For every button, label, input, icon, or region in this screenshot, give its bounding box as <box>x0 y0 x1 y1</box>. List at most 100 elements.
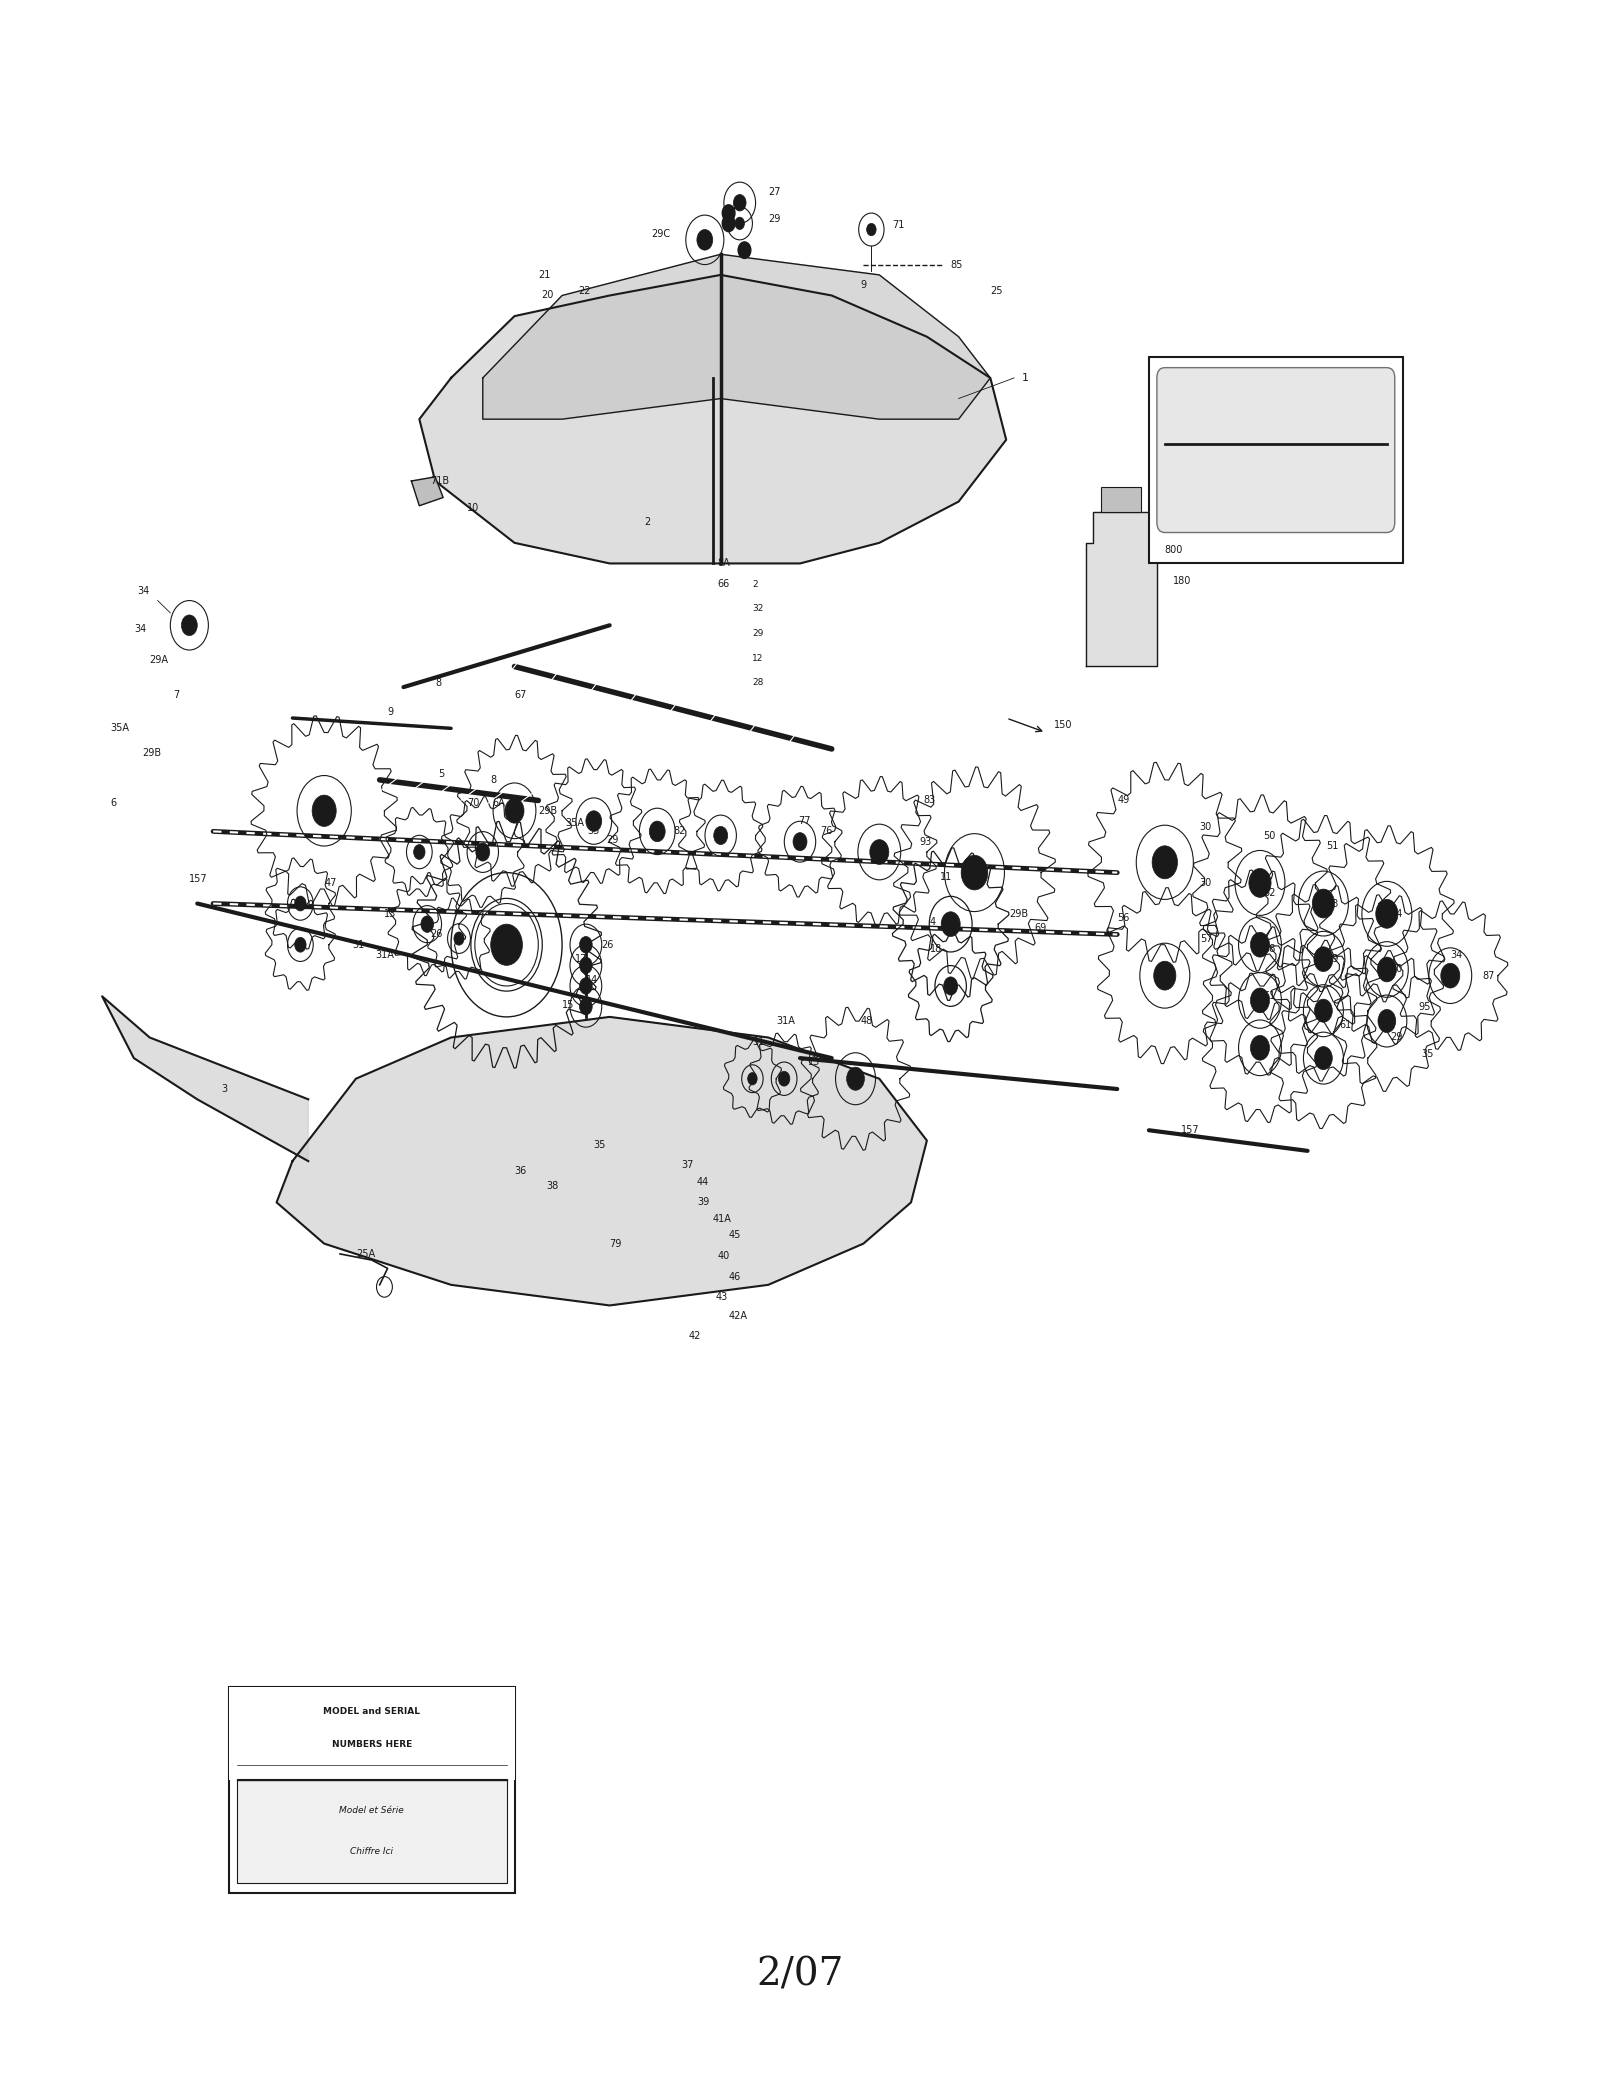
Circle shape <box>1250 869 1270 896</box>
Text: 61: 61 <box>1339 1021 1352 1029</box>
Circle shape <box>870 840 890 865</box>
Circle shape <box>779 1071 790 1085</box>
Text: 11: 11 <box>939 872 952 882</box>
Text: 12: 12 <box>752 654 763 662</box>
Text: 70: 70 <box>467 797 480 807</box>
Text: 42A: 42A <box>728 1311 747 1322</box>
Text: 18: 18 <box>930 944 942 954</box>
Text: Chiffre Ici: Chiffre Ici <box>350 1847 394 1857</box>
Text: 8A: 8A <box>717 558 730 569</box>
Circle shape <box>941 911 960 936</box>
Text: 50: 50 <box>1262 830 1275 840</box>
Text: 54: 54 <box>1390 909 1403 919</box>
Text: 6: 6 <box>110 797 117 807</box>
Circle shape <box>312 795 336 826</box>
Text: 29: 29 <box>752 629 763 637</box>
Text: 43: 43 <box>715 1293 728 1303</box>
Text: 38: 38 <box>546 1181 558 1191</box>
Circle shape <box>714 826 728 845</box>
Text: 27: 27 <box>768 187 781 197</box>
Text: 77: 77 <box>798 815 811 826</box>
Circle shape <box>1251 1035 1269 1060</box>
Text: 31: 31 <box>752 1038 765 1046</box>
Text: 30: 30 <box>1200 878 1211 888</box>
Bar <box>237 1780 507 1882</box>
Text: 29C: 29C <box>651 228 670 239</box>
Text: 9: 9 <box>387 708 394 716</box>
Text: 59: 59 <box>1326 954 1339 965</box>
Text: 93: 93 <box>918 836 931 847</box>
Circle shape <box>494 928 520 961</box>
Text: 25A: 25A <box>355 1249 374 1260</box>
Circle shape <box>1378 957 1397 981</box>
Text: 58: 58 <box>1262 944 1275 954</box>
Text: 57: 57 <box>1200 934 1213 944</box>
Text: 26: 26 <box>602 940 614 950</box>
Circle shape <box>1323 442 1334 456</box>
Circle shape <box>734 218 744 230</box>
Text: 29: 29 <box>1390 1033 1403 1042</box>
Circle shape <box>1315 1000 1333 1023</box>
Text: 51: 51 <box>1326 840 1339 851</box>
Polygon shape <box>411 477 443 506</box>
Text: 60: 60 <box>1390 965 1402 975</box>
Text: 20: 20 <box>541 290 554 301</box>
Text: MODEL and SERIAL: MODEL and SERIAL <box>323 1708 421 1716</box>
Circle shape <box>1282 442 1296 459</box>
Text: 4: 4 <box>930 917 936 928</box>
Text: 8: 8 <box>491 774 498 784</box>
Text: 180: 180 <box>1173 577 1190 585</box>
Text: 45: 45 <box>728 1230 741 1241</box>
Text: 29B: 29B <box>1010 909 1029 919</box>
Text: 6A: 6A <box>493 797 506 807</box>
Circle shape <box>698 230 712 251</box>
Text: 36: 36 <box>515 1166 526 1177</box>
Text: 49: 49 <box>1117 795 1130 805</box>
Text: 37: 37 <box>682 1160 693 1170</box>
Text: 46: 46 <box>728 1272 741 1282</box>
Circle shape <box>747 1073 757 1085</box>
Text: 10: 10 <box>467 502 478 513</box>
Text: 95: 95 <box>1419 1002 1430 1013</box>
Text: 7: 7 <box>173 691 179 701</box>
Text: 52: 52 <box>1262 888 1275 898</box>
Text: 157: 157 <box>189 874 208 884</box>
Circle shape <box>1440 963 1459 988</box>
Text: 2/07: 2/07 <box>757 1957 843 1994</box>
Circle shape <box>294 896 306 911</box>
Circle shape <box>1314 946 1333 971</box>
Circle shape <box>962 855 987 890</box>
Text: 56: 56 <box>1117 913 1130 923</box>
Circle shape <box>586 811 602 832</box>
Text: 66: 66 <box>717 579 730 589</box>
Text: 71: 71 <box>891 220 904 230</box>
FancyBboxPatch shape <box>1149 357 1403 564</box>
Text: 35A: 35A <box>110 724 130 732</box>
Text: 28: 28 <box>752 679 763 687</box>
Circle shape <box>738 243 750 259</box>
Circle shape <box>846 1067 864 1089</box>
Circle shape <box>944 977 958 996</box>
Polygon shape <box>277 1017 926 1305</box>
Text: 15: 15 <box>562 1000 574 1011</box>
Text: 82: 82 <box>674 826 685 836</box>
Circle shape <box>1251 988 1269 1013</box>
Text: 29A: 29A <box>150 656 168 666</box>
Text: 31: 31 <box>352 940 365 950</box>
Text: 61: 61 <box>1262 992 1275 1002</box>
Polygon shape <box>102 996 309 1162</box>
Text: 26: 26 <box>430 930 443 940</box>
Circle shape <box>1152 847 1178 880</box>
Circle shape <box>794 832 806 851</box>
Circle shape <box>867 224 877 237</box>
Text: 29B: 29B <box>142 749 162 757</box>
Text: 29: 29 <box>768 214 781 224</box>
Text: 34: 34 <box>138 587 150 596</box>
Circle shape <box>454 932 464 944</box>
Text: 31A: 31A <box>776 1017 795 1025</box>
Text: 29: 29 <box>606 834 619 845</box>
Text: 41A: 41A <box>712 1214 731 1224</box>
FancyBboxPatch shape <box>229 1687 515 1892</box>
Text: 2: 2 <box>752 579 758 589</box>
Text: 48: 48 <box>861 1017 872 1025</box>
